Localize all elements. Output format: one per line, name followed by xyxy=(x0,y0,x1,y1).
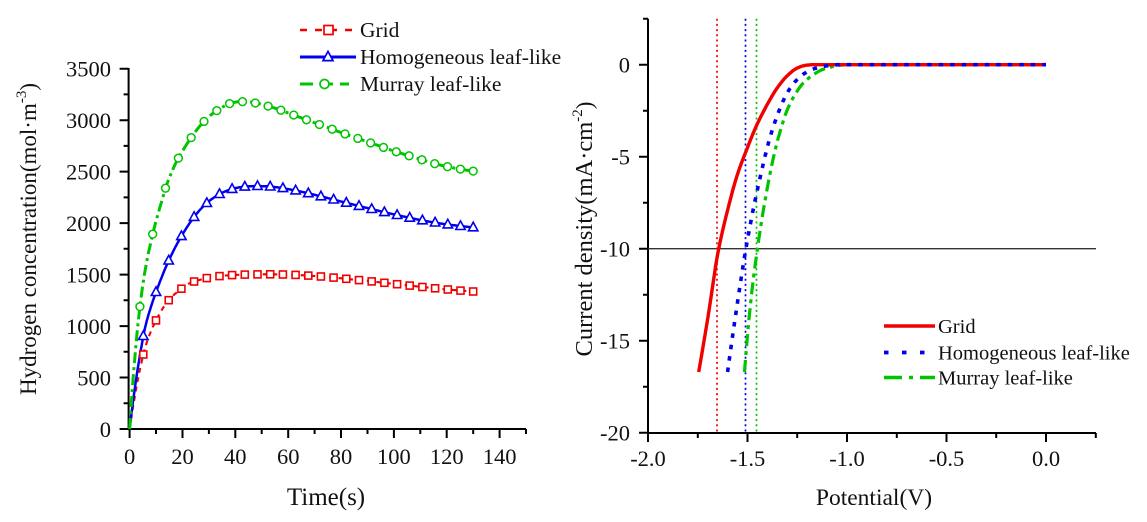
svg-text:2500: 2500 xyxy=(66,160,111,185)
svg-text:80: 80 xyxy=(330,444,353,469)
svg-text:40: 40 xyxy=(224,444,247,469)
svg-text:-5: -5 xyxy=(611,145,630,170)
svg-text:Current density(mA·cm-2): Current density(mA·cm-2) xyxy=(570,102,598,357)
svg-text:Grid: Grid xyxy=(938,316,976,338)
svg-text:120: 120 xyxy=(430,444,464,469)
svg-text:100: 100 xyxy=(377,444,411,469)
svg-text:Homogeneous leaf-like: Homogeneous leaf-like xyxy=(938,343,1130,365)
svg-text:1000: 1000 xyxy=(66,314,111,339)
svg-text:500: 500 xyxy=(77,366,111,391)
svg-text:60: 60 xyxy=(277,444,300,469)
svg-text:-1.5: -1.5 xyxy=(730,446,766,471)
svg-text:-1.0: -1.0 xyxy=(829,446,865,471)
svg-text:Time(s): Time(s) xyxy=(287,484,365,511)
svg-text:-2.0: -2.0 xyxy=(630,446,666,471)
svg-text:0: 0 xyxy=(619,53,630,78)
svg-text:3000: 3000 xyxy=(66,108,111,133)
svg-text:0.0: 0.0 xyxy=(1032,446,1060,471)
svg-text:-20: -20 xyxy=(600,421,630,446)
svg-text:3500: 3500 xyxy=(66,57,111,82)
svg-text:Hydrogen concentration(mol·m-3: Hydrogen concentration(mol·m-3) xyxy=(14,83,41,395)
svg-text:2000: 2000 xyxy=(66,211,111,236)
svg-text:-0.5: -0.5 xyxy=(929,446,965,471)
svg-text:0: 0 xyxy=(124,444,135,469)
svg-text:Grid: Grid xyxy=(360,18,400,42)
svg-text:-15: -15 xyxy=(600,329,630,354)
svg-text:Potential(V): Potential(V) xyxy=(816,485,932,511)
svg-text:Murray leaf-like: Murray leaf-like xyxy=(360,72,501,96)
svg-text:1500: 1500 xyxy=(66,263,111,288)
svg-text:Homogeneous leaf-like: Homogeneous leaf-like xyxy=(360,45,561,69)
svg-text:20: 20 xyxy=(171,444,194,469)
svg-text:-10: -10 xyxy=(600,237,630,262)
svg-text:Murray leaf-like: Murray leaf-like xyxy=(938,368,1073,390)
svg-text:0: 0 xyxy=(100,417,111,442)
svg-text:140: 140 xyxy=(483,444,517,469)
